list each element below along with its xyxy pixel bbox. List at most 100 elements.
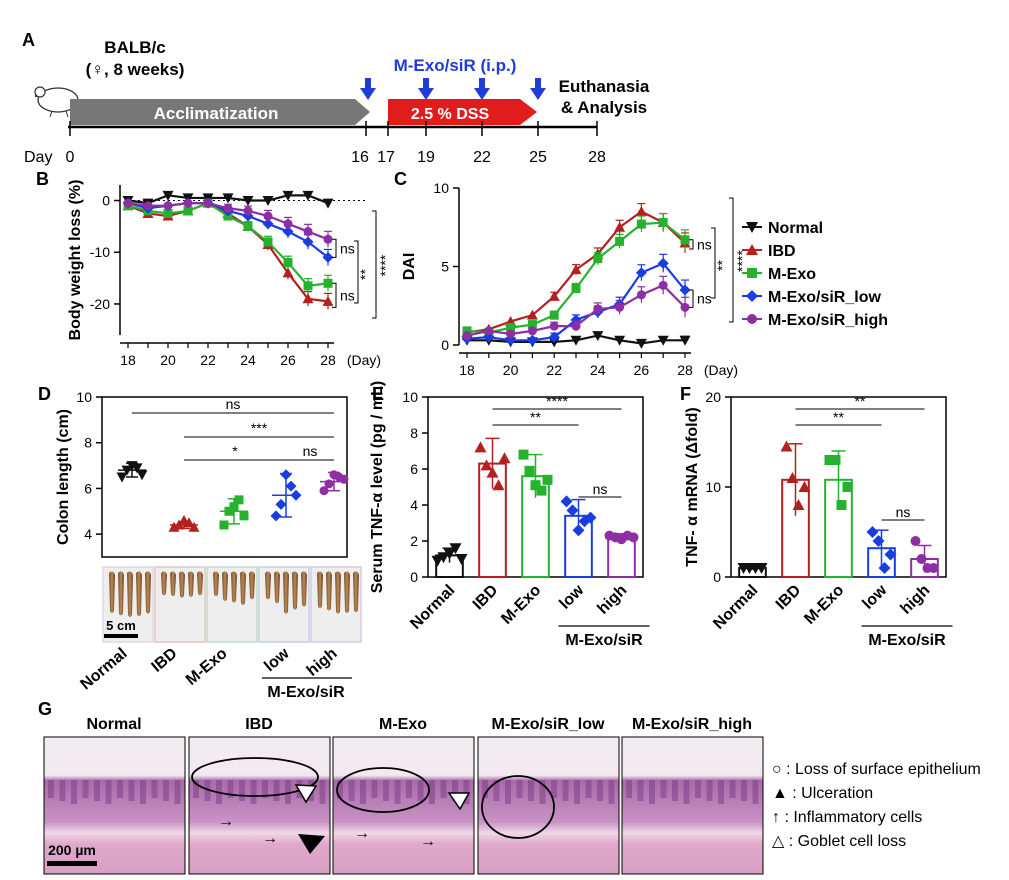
panel-g-histology: G Normal IBD M-Exo M-Exo/siR_low M-Exo/siR_h… [38,699,981,875]
data-point-M-Exo/siR_low [635,267,647,279]
data-point-high [916,554,927,564]
colon-sample [136,571,142,617]
data-point-Normal [282,190,294,201]
data-point-IBD [492,479,505,491]
crypt [574,780,580,804]
panel-label-b: B [36,169,49,189]
crypt [539,780,546,804]
panel-label-g: G [38,699,52,719]
data-point-M-Exo/siR_high [143,201,153,211]
legend-marker [746,290,758,302]
legend-marker [747,314,757,324]
data-point-M-Exo/siR_high [283,219,293,229]
crypt [394,780,401,804]
data-point-low [560,495,573,508]
data-point-low [878,562,891,574]
crypt [608,780,615,804]
panel-e-serum-tnf: E 0 2 4 6 8 10 Serum TNF-α level (pg / mL) Norm… [369,381,650,649]
data-point-high [928,563,939,573]
y-tick-label: 10 [705,479,721,495]
end-label-2: & Analysis [561,98,647,117]
x-category-label: Normal [407,582,458,633]
x-category-label: Normal [77,645,130,693]
data-point-low [572,524,585,537]
data-point-IBD [786,472,799,483]
colon-sample [179,571,185,598]
data-point-Normal [242,196,254,207]
crypt [337,780,343,798]
colon-sample [197,571,203,596]
stat-ibd-low-label: ** [357,269,373,280]
data-point-M-Exo [183,206,193,216]
loss-epithelium-circle [481,775,555,839]
data-point-M-Exo [524,465,535,476]
colon-sample [353,571,359,613]
x-category-label: M-Exo [801,582,847,628]
stat-bracket-mexo-ibd-label: ns [340,287,355,303]
y-axis-label: Colon length (cm) [55,409,72,545]
crypt [649,780,655,804]
crypt [105,780,112,804]
data-point-Normal [322,198,334,209]
data-point-M-Exo/siR_high [223,203,233,213]
data-point-M-Exo [323,278,333,288]
y-tick-label: 10 [433,180,449,196]
crypt [48,780,54,798]
data-point-M-Exo [518,449,529,460]
stat-low_high-label: ns [896,504,911,520]
data-point-M-Exo [549,310,559,320]
crypt [729,780,736,798]
legend-label: IBD [768,243,796,260]
crypt [360,780,366,804]
data-point-low [872,535,885,547]
crypt [406,780,412,798]
y-tick-label: 0 [410,569,418,585]
data-point-M-Exo [536,485,547,496]
y-axis-label: Serum TNF-α level (pg / mL) [369,381,386,594]
colon-sample [265,571,271,600]
day-label: Day [24,149,52,166]
histology-key: ○ : Loss of surface epithelium ▲ : Ulcer… [772,761,981,850]
data-point-IBD [474,441,487,453]
data-point-M-Exo [593,254,603,264]
colon-sample [127,571,133,617]
data-point-M-Exo [219,520,229,530]
data-point-M-Exo [234,495,244,505]
crypt [493,780,500,801]
inflammatory-arrow-icon: → [262,830,278,847]
legend-label: M-Exo/siR_high [768,312,888,329]
data-point-M-Exo/siR_low [657,257,669,269]
data-point-M-Exo [830,455,841,465]
x-category-label: Normal [710,582,761,633]
crypt [348,780,355,801]
legend-label: M-Exo [768,266,816,283]
stat-bracket-high-low-label: ns [697,291,712,307]
data-point-M-Exo/siR_high [680,302,690,312]
data-point-M-Exo [842,482,853,492]
colon-sample [109,571,115,613]
data-point-M-Exo [530,480,541,491]
crypt [585,780,592,798]
crypt [482,780,488,798]
crypt [516,780,523,798]
colon-sample [274,571,280,604]
crypt [273,780,280,801]
scale-bar [104,634,138,638]
crypt [319,780,326,804]
data-point-Normal [592,331,604,342]
group-label: M-Exo/siR [868,632,946,649]
data-point-M-Exo/siR_high [549,321,559,331]
data-point-M-Exo/siR_high [571,321,581,331]
timeline-day-label: 16 [351,149,369,166]
panel-b-body-weight: B 0 -10 -20 18 20 22 24 26 28 (Day) Body weight lo… [36,169,393,368]
x-tick-label: 28 [320,352,336,368]
y-tick-label: 10 [76,389,92,405]
y-tick-label: 2 [410,533,418,549]
crypt [463,780,470,804]
crypt [71,780,77,804]
data-point-high [324,479,334,489]
